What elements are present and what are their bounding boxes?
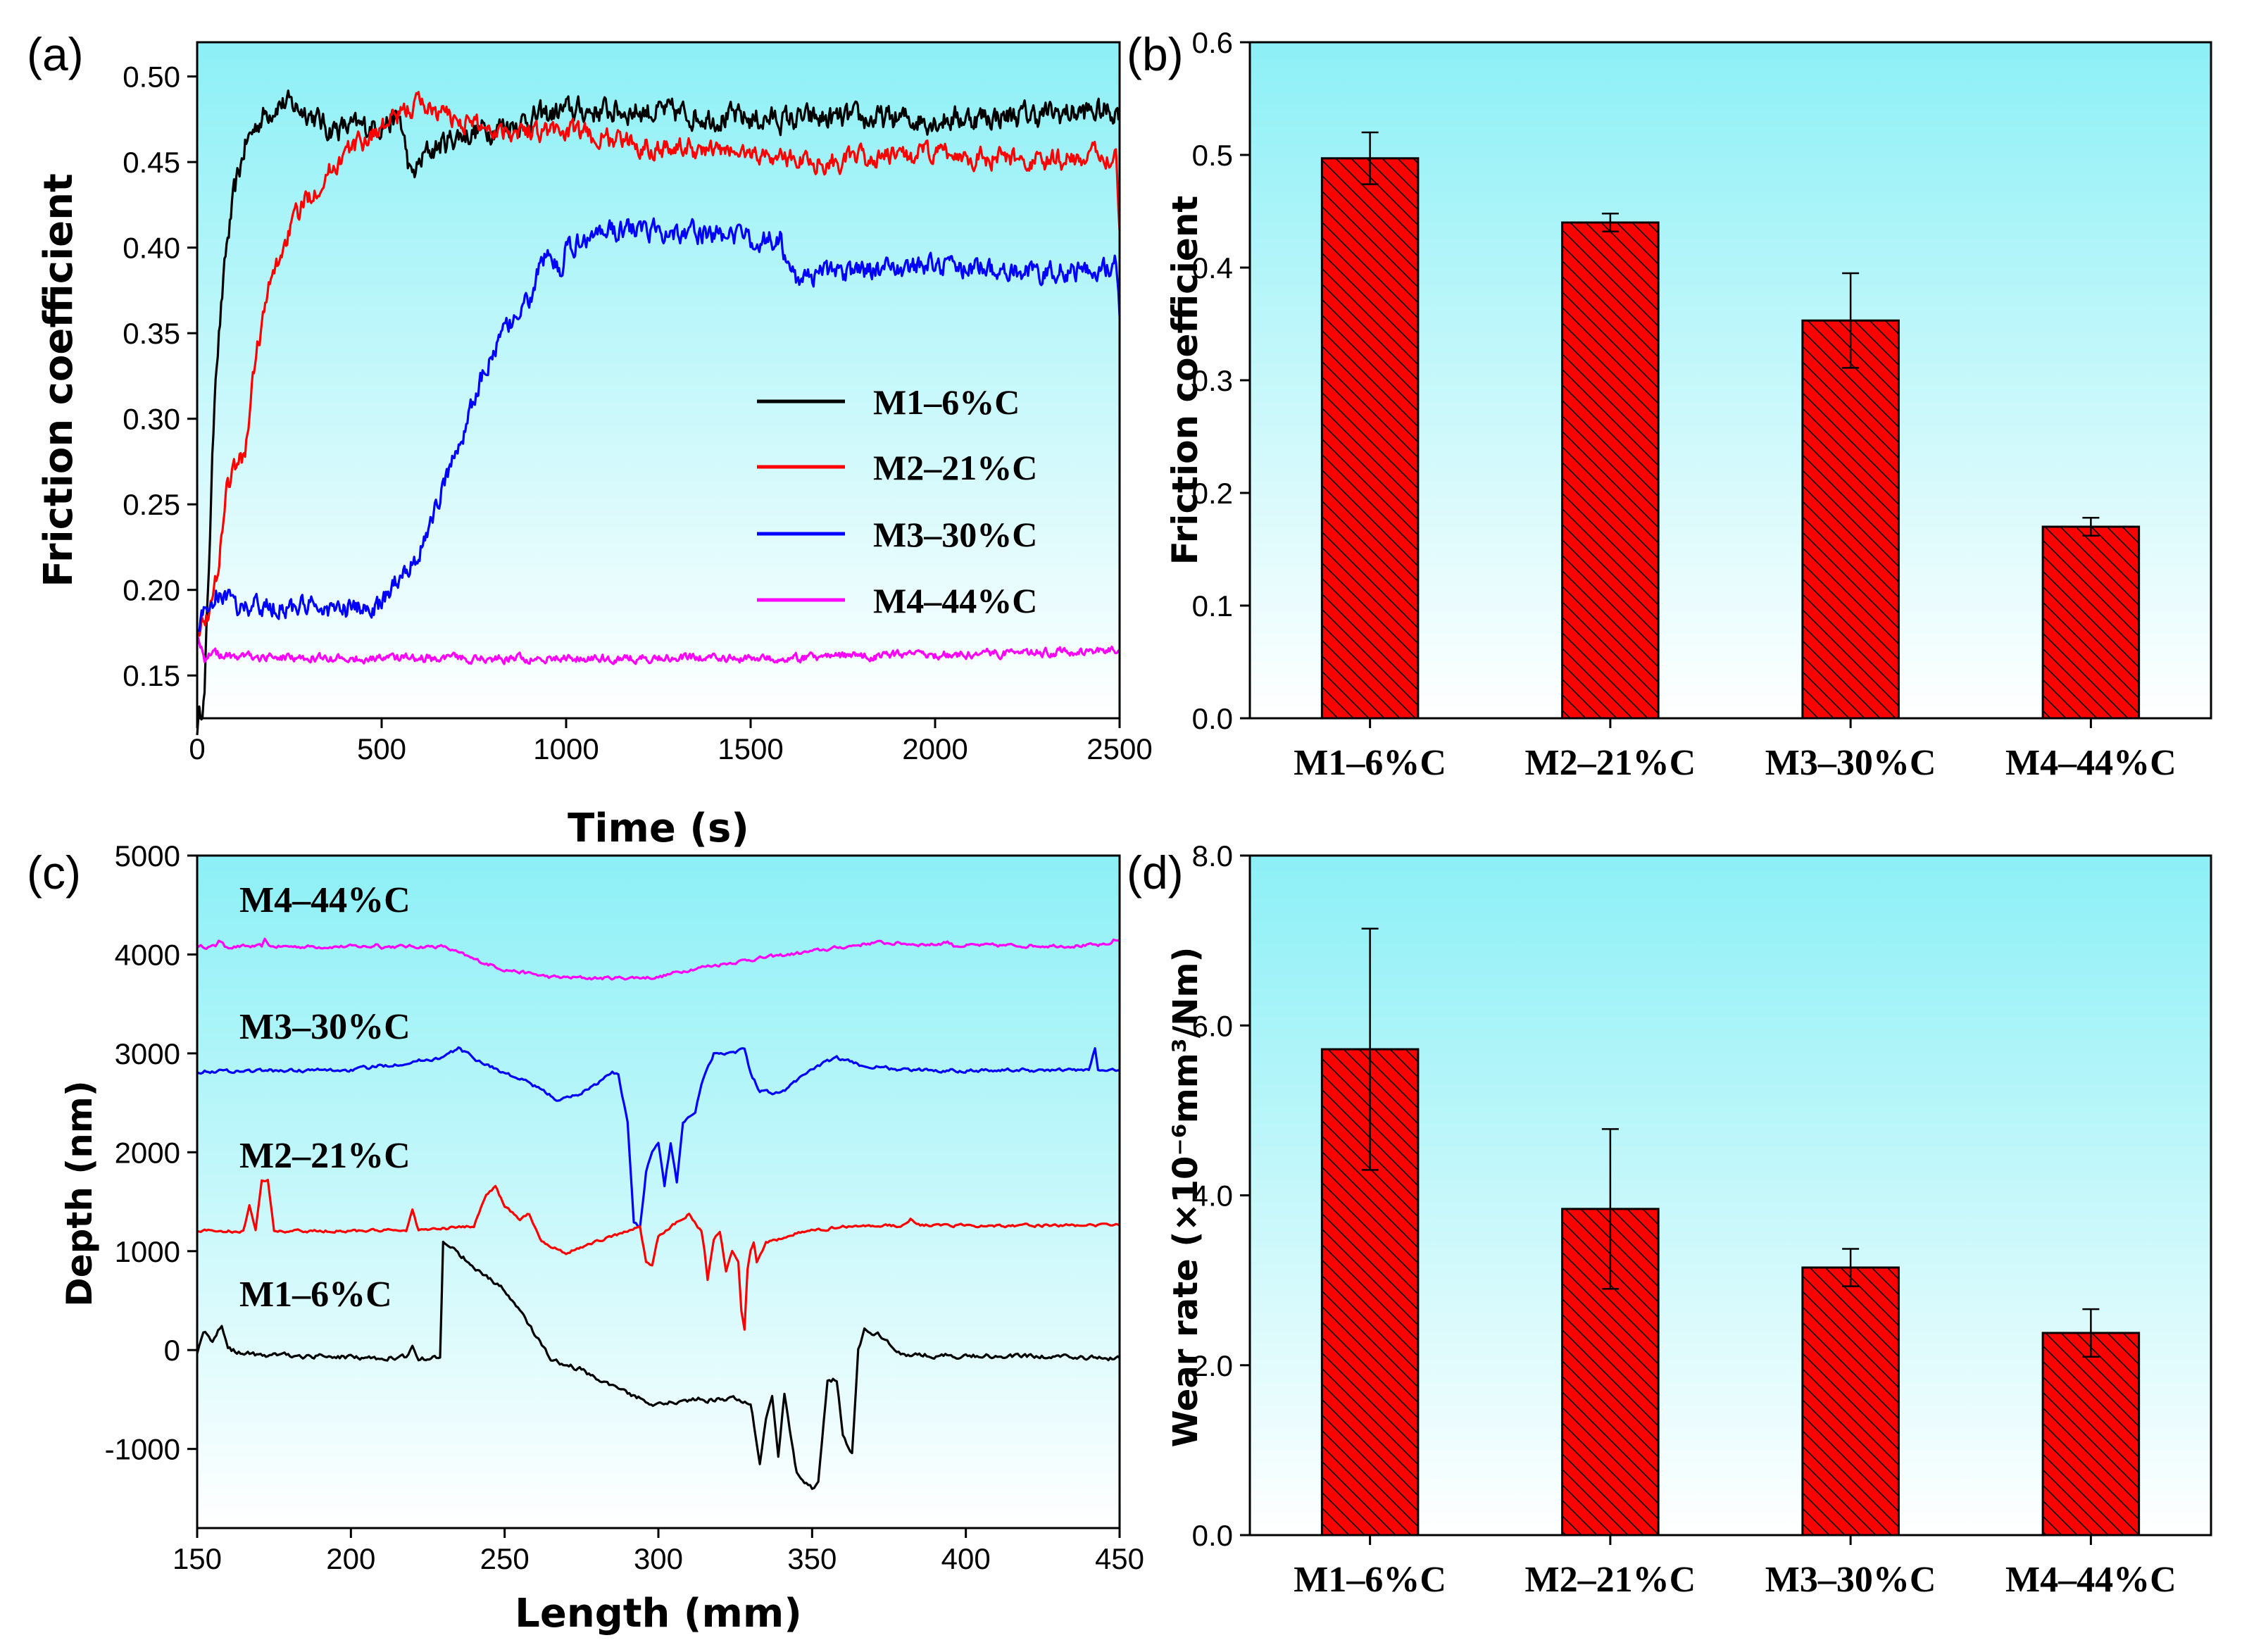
chart-c-series-m2 <box>196 1179 1120 1331</box>
chart-c-y-tick-label: 0 <box>164 1334 180 1367</box>
panel-label-a: (a) <box>27 28 84 80</box>
chart-b-y-tick-label: 0.6 <box>1192 26 1233 59</box>
panel-label-b: (b) <box>1127 28 1184 80</box>
chart-a-x-tick-label: 2000 <box>902 732 967 765</box>
chart-a-series-m1 <box>196 89 1121 736</box>
chart-a-x-tick-label: 2500 <box>1086 732 1152 765</box>
chart-d-y-tick-label: 2.0 <box>1192 1349 1233 1382</box>
chart-c-x-axis-title: Length (mm) <box>515 1591 802 1637</box>
series-label-m3: M3–30%C <box>239 1007 411 1047</box>
chart-c-x-tick-label: 350 <box>787 1542 837 1575</box>
legend-label-m4: M4–44%C <box>873 581 1037 620</box>
series-label-m2: M2–21%C <box>239 1136 411 1176</box>
chart-b-y-tick-label: 0.2 <box>1192 477 1233 510</box>
chart-c-x-tick-label: 200 <box>326 1542 375 1575</box>
chart-d-y-tick-label: 8.0 <box>1192 839 1233 872</box>
chart-a-series-m4 <box>196 634 1120 665</box>
chart-d-y-tick-label: 6.0 <box>1192 1009 1233 1042</box>
chart-c-x-tick-label: 400 <box>941 1542 991 1575</box>
chart-b-y-tick-label: 0.3 <box>1192 364 1233 397</box>
chart-c-series-m4 <box>196 937 1120 981</box>
series-label-m1: M1–6%C <box>239 1275 392 1315</box>
chart-b-category-label: M1–6%C <box>1294 743 1446 783</box>
chart-b-y-tick-label: 0.5 <box>1192 139 1233 172</box>
chart-d-category-label: M4–44%C <box>2005 1560 2177 1600</box>
chart-d-bar <box>1801 1266 1900 1537</box>
chart-c-y-tick-label: 2000 <box>115 1136 180 1169</box>
chart-c-y-tick-label: 1000 <box>115 1235 180 1268</box>
chart-c-series-m3 <box>196 1046 1120 1229</box>
chart-a-y-tick-label: 0.35 <box>123 317 180 350</box>
chart-b-y-axis-title: Friction coefficient <box>1165 196 1205 565</box>
chart-d-y-tick-label: 4.0 <box>1192 1179 1233 1213</box>
chart-b-bar <box>1561 221 1660 720</box>
chart-d-category-label: M1–6%C <box>1294 1560 1446 1600</box>
chart-c-series-m1 <box>196 1240 1121 1490</box>
legend-label-m3: M3–30%C <box>873 515 1037 554</box>
chart-b-category-label: M4–44%C <box>2005 743 2177 783</box>
chart-d-wear-rate-bars: 0.0 2.0 4.0 6.0 8.0 M1–6%C M2–21%C M3–30%C M4–4… <box>1166 839 2212 1600</box>
chart-c-x-tick-label: 250 <box>480 1542 530 1575</box>
chart-b-y-tick-label: 0.0 <box>1192 702 1233 735</box>
chart-b-y-tick-label: 0.1 <box>1192 589 1233 622</box>
chart-c-x-tick-label: 300 <box>634 1542 683 1575</box>
chart-d-bar <box>2041 1332 2141 1537</box>
chart-c-y-tick-label: 4000 <box>115 938 180 971</box>
chart-a-y-axis-title: Friction coefficient <box>36 173 82 587</box>
chart-b-bar <box>1320 157 1420 720</box>
chart-c-y-tick-label: 5000 <box>115 839 180 872</box>
chart-d-category-label: M2–21%C <box>1525 1560 1696 1600</box>
chart-b-y-tick-label: 0.4 <box>1192 251 1233 284</box>
chart-b-friction-bars: 0.0 0.1 0.2 0.3 0.4 0.5 0.6 M1–6%C M2–21%C M3–30… <box>1165 26 2212 783</box>
chart-a-y-tick-label: 0.30 <box>123 403 180 436</box>
chart-d-category-label: M3–30%C <box>1765 1560 1936 1600</box>
chart-a-x-tick-label: 0 <box>189 732 205 765</box>
chart-a-y-tick-label: 0.50 <box>123 61 180 94</box>
chart-a-y-tick-label: 0.40 <box>123 232 180 265</box>
chart-c-x-tick-label: 150 <box>173 1542 222 1575</box>
chart-b-category-label: M3–30%C <box>1765 743 1936 783</box>
legend-label-m2: M2–21%C <box>873 448 1037 487</box>
chart-c-depth-profiles: M4–44%C M3–30%C M2–21%C M1–6%C 150 200 250… <box>59 839 1144 1637</box>
series-label-m4: M4–44%C <box>239 880 411 920</box>
chart-a-x-axis-title: Time (s) <box>568 806 749 851</box>
chart-a-y-tick-label: 0.45 <box>123 146 180 179</box>
legend-label-m1: M1–6%C <box>873 382 1020 422</box>
chart-a-friction-vs-time: M1–6%C M2–21%C M3–30%C M4–44%C 0 500 1000 1… <box>36 41 1153 851</box>
chart-a-y-tick-label: 0.15 <box>123 659 180 692</box>
panel-label-c: (c) <box>27 846 81 899</box>
chart-d-y-tick-label: 0.0 <box>1192 1519 1233 1552</box>
chart-a-y-tick-label: 0.25 <box>123 488 180 521</box>
panel-label-d: (d) <box>1127 846 1184 899</box>
chart-a-series-m2 <box>196 91 1121 637</box>
chart-a-x-tick-label: 500 <box>357 732 406 765</box>
chart-c-y-tick-label: -1000 <box>105 1433 180 1466</box>
chart-a-frame <box>196 41 1121 720</box>
chart-a-series-m3 <box>196 217 1121 632</box>
chart-b-category-label: M2–21%C <box>1525 743 1696 783</box>
chart-a-y-tick-label: 0.20 <box>123 574 180 607</box>
chart-a-x-tick-label: 1000 <box>533 732 599 765</box>
chart-d-y-axis-title: Wear rate (×10⁻⁶mm³/Nm) <box>1166 947 1205 1448</box>
chart-c-y-tick-label: 3000 <box>115 1037 180 1070</box>
chart-a-x-tick-label: 1500 <box>718 732 783 765</box>
chart-b-bar <box>1801 319 1900 720</box>
chart-a-legend: M1–6%C M2–21%C M3–30%C M4–44%C <box>757 382 1037 620</box>
chart-c-y-axis-title: Depth (nm) <box>59 1080 100 1307</box>
chart-c-plot-area <box>197 856 1120 1528</box>
chart-c-x-tick-label: 450 <box>1095 1542 1144 1575</box>
chart-b-bar <box>2041 525 2141 720</box>
